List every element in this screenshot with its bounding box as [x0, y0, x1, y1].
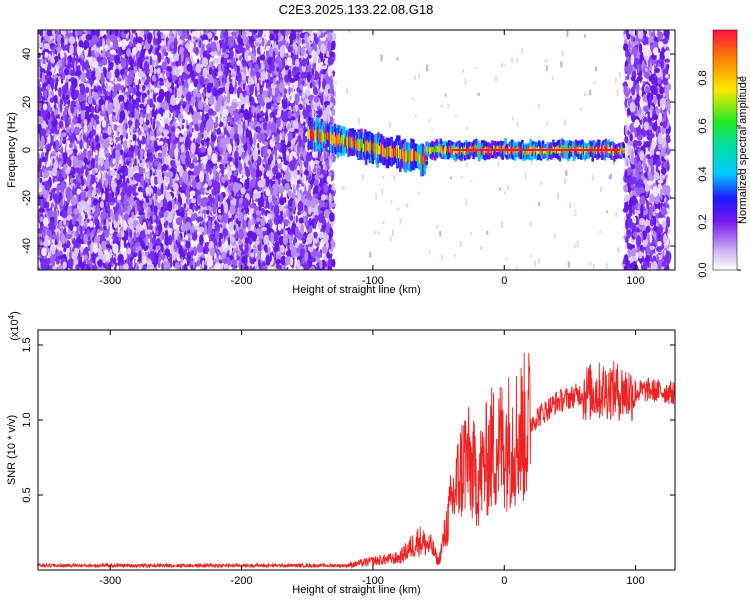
spectrogram-noise-cell — [300, 30, 303, 34]
spectrogram-noise-cell — [120, 139, 124, 146]
spectrogram-noise-cell — [139, 103, 145, 109]
spectrogram-noise-cell — [287, 45, 293, 53]
spectrogram-noise-cell — [213, 35, 219, 41]
spectrogram-noise-cell — [261, 207, 264, 215]
spectrogram-noise-cell — [194, 225, 198, 230]
spectrogram-noise-cell — [249, 265, 253, 270]
spectrogram-noise-cell — [114, 266, 117, 270]
spectrogram-noise-cell — [183, 103, 186, 109]
spectrogram-noise-cell — [266, 163, 269, 171]
spectrogram-noise-cell — [38, 182, 42, 187]
spectrogram-noise-cell — [221, 251, 227, 260]
spectrogram-noise-cell — [187, 51, 190, 59]
spectrogram-noise-cell — [305, 64, 312, 70]
spectrogram-noise-cell — [272, 175, 277, 181]
spectrogram-noise-cell — [38, 227, 43, 234]
spectrogram-noise-cell — [238, 156, 242, 161]
spectrogram-noise-cell — [111, 61, 114, 68]
spectrogram-noise-cell — [287, 226, 291, 235]
spectrogram-noise-cell — [133, 65, 138, 73]
spectrogram-noise-cell — [278, 250, 282, 261]
spectrogram-noise-cell — [311, 67, 314, 76]
spectrogram-noise-cell — [204, 113, 210, 121]
spectrogram-noise-cell — [231, 31, 237, 36]
figure-title: C2E3.2025.133.22.08.G18 — [278, 2, 434, 17]
spectrogram-noise-cell — [181, 124, 185, 130]
spectrogram-noise-cell — [324, 58, 328, 65]
spectrogram-noise-cell — [54, 82, 59, 93]
spectrogram-noise-cell — [331, 108, 336, 117]
spectrogram-noise-cell — [328, 184, 332, 189]
spectrogram-noise-cell — [216, 128, 221, 135]
spectrogram-noise-cell — [50, 202, 55, 208]
spectrogram-noise-cell — [303, 121, 306, 127]
spectrogram-noise-cell — [297, 44, 301, 55]
spectrogram-noise-cell — [187, 34, 192, 41]
spectrogram-heatmap — [38, 30, 672, 270]
